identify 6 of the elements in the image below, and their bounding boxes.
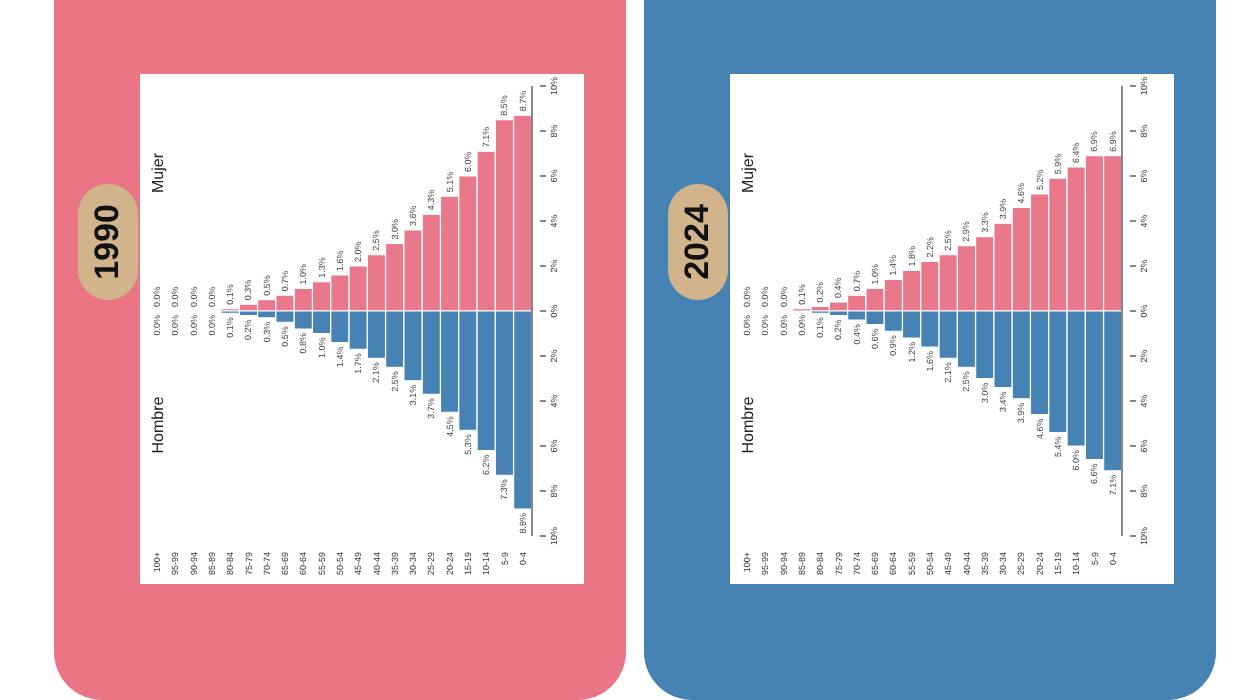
annotation: Mujer bbox=[739, 151, 758, 193]
annotation: Hombre bbox=[149, 395, 168, 453]
text: 2024 bbox=[678, 204, 718, 280]
annotation: Mujer bbox=[149, 151, 168, 193]
text: 1990 bbox=[88, 204, 128, 280]
annotation: Hombre bbox=[739, 395, 758, 453]
